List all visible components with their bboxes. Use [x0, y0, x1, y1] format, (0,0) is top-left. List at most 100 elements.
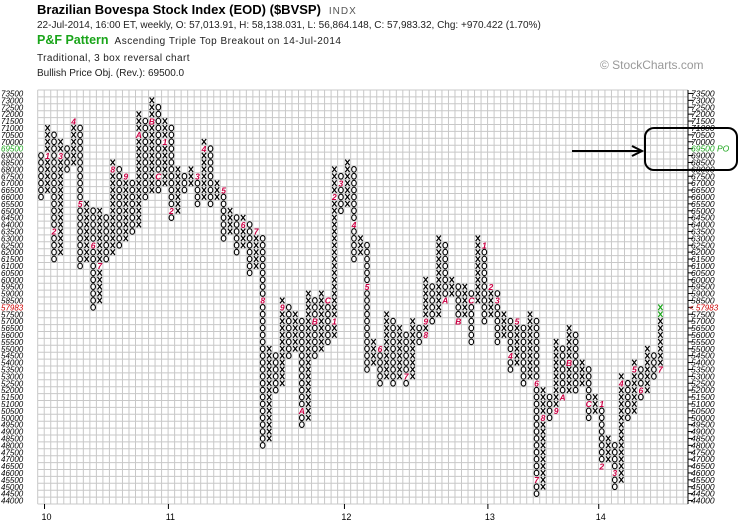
o-box-mark: [116, 241, 123, 249]
right-axis-label: 54000: [691, 358, 715, 368]
o-box-mark: [259, 379, 266, 387]
right-axis-label: 56000: [691, 330, 715, 340]
x-box-mark: [592, 393, 598, 401]
o-box-mark: [403, 352, 409, 360]
o-box-mark: [520, 345, 527, 353]
x-box-mark: [266, 380, 272, 387]
right-axis-label: 68500: [691, 157, 715, 167]
o-box-mark: [507, 366, 514, 373]
x-box-mark: [592, 407, 598, 415]
x-box-mark: [44, 124, 51, 132]
x-box-mark: [514, 352, 520, 359]
x-box-mark: [527, 373, 533, 380]
x-box-mark: [70, 152, 77, 159]
o-box-mark: [64, 166, 70, 173]
x-box-mark: [240, 228, 246, 235]
o-box-mark: [116, 193, 123, 201]
right-axis-label: 63000: [691, 233, 715, 243]
month-label: A: [298, 406, 305, 416]
o-box-mark: [181, 186, 188, 194]
x-box-mark: [462, 311, 468, 318]
o-box-mark: [259, 435, 266, 442]
x-box-mark: [149, 131, 155, 139]
left-axis-label: 46000: [1, 469, 24, 478]
x-box-mark: [57, 242, 64, 249]
o-box-mark: [377, 373, 383, 380]
x-box-mark: [44, 186, 51, 194]
right-axis-label: 57000: [691, 316, 715, 326]
o-box-mark: [272, 366, 279, 373]
o-box-mark: [77, 235, 83, 242]
left-axis-label: 57983: [1, 303, 24, 312]
o-box-mark: [533, 317, 540, 325]
x-box-mark: [540, 400, 546, 408]
o-box-mark: [259, 366, 266, 373]
o-box-mark: [272, 359, 279, 366]
x-box-mark: [553, 359, 559, 366]
o-box-mark: [533, 373, 540, 380]
o-box-mark: [351, 172, 357, 180]
o-box-mark: [611, 483, 618, 491]
right-axis-label: 67000: [691, 178, 715, 188]
x-box-mark: [566, 345, 572, 352]
x-box-mark: [331, 248, 338, 256]
x-box-mark: [305, 324, 311, 332]
o-box-mark: [533, 483, 540, 491]
x-box-mark: [331, 283, 338, 290]
month-label: 2: [598, 461, 604, 471]
o-box-mark: [259, 241, 266, 249]
o-box-mark: [390, 352, 396, 360]
x-box-mark: [475, 235, 481, 242]
x-box-mark: [579, 373, 585, 380]
o-box-mark: [246, 262, 253, 270]
x-box-mark: [644, 359, 651, 366]
o-box-mark: [51, 200, 57, 208]
o-box-mark: [77, 186, 83, 194]
x-box-mark: [383, 331, 390, 339]
o-box-mark: [155, 179, 162, 187]
o-box-mark: [481, 304, 488, 311]
x-box-mark: [83, 235, 90, 242]
x-box-mark: [423, 290, 429, 297]
x-box-mark: [162, 179, 168, 187]
x-box-mark: [214, 179, 220, 187]
x-box-mark: [292, 317, 298, 325]
x-box-mark: [423, 276, 429, 283]
x-box-mark: [123, 200, 129, 208]
x-box-mark: [566, 352, 572, 359]
x-axis-year-label: 13: [485, 512, 495, 522]
o-box-mark: [624, 393, 631, 401]
o-box-mark: [116, 228, 123, 235]
x-box-mark: [305, 400, 311, 408]
x-box-mark: [383, 366, 390, 373]
x-box-mark: [357, 242, 364, 249]
right-axis-label: 70000: [691, 137, 715, 147]
right-axis-label: 73000: [691, 95, 715, 105]
x-box-mark: [292, 311, 298, 318]
o-box-mark: [51, 255, 57, 263]
month-label: B: [312, 316, 318, 326]
month-label: 4: [70, 116, 76, 126]
x-box-mark: [110, 193, 116, 201]
x-box-mark: [618, 476, 624, 484]
o-box-mark: [572, 359, 579, 366]
o-box-mark: [90, 290, 97, 297]
o-box-mark: [311, 338, 318, 346]
x-box-mark: [331, 228, 338, 235]
o-box-mark: [403, 366, 409, 373]
x-box-mark: [97, 228, 103, 235]
x-box-mark: [97, 207, 103, 214]
x-box-mark: [553, 366, 559, 373]
o-box-mark: [533, 386, 540, 394]
o-box-mark: [90, 248, 97, 256]
o-box-mark: [116, 200, 123, 208]
o-box-mark: [442, 255, 449, 263]
o-box-mark: [507, 345, 514, 353]
month-label: 4: [507, 351, 513, 361]
right-axis-label: 66500: [691, 185, 715, 195]
x-box-mark: [331, 214, 338, 221]
x-box-mark: [305, 317, 311, 325]
x-box-mark: [396, 359, 403, 366]
o-box-mark: [598, 442, 605, 449]
x-box-mark: [396, 338, 403, 346]
